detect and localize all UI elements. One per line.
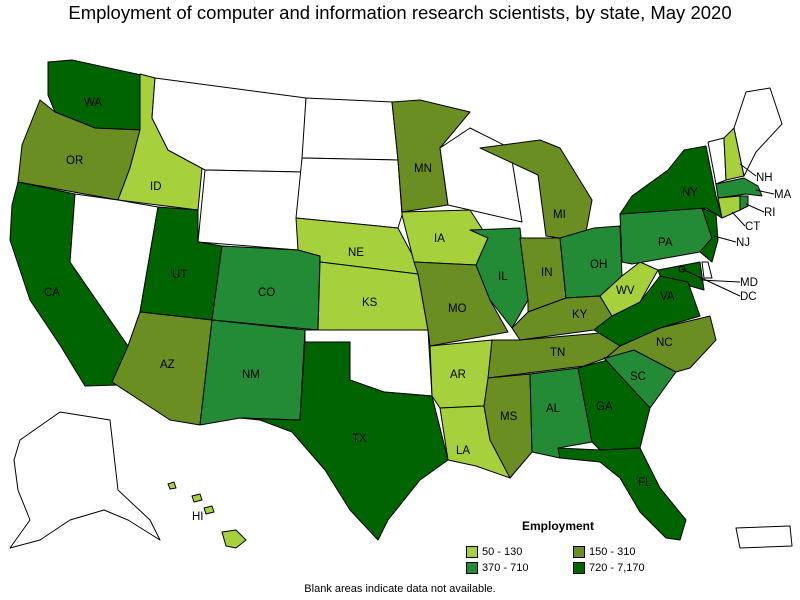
label-NM: NM <box>242 369 260 381</box>
leader-CT <box>731 211 746 227</box>
label-TN: TN <box>550 347 565 359</box>
legend-item-3: 370 - 710 <box>466 562 528 574</box>
label-AR: AR <box>450 369 466 381</box>
leader-RI <box>745 203 765 213</box>
legend-item-1: 50 - 130 <box>466 546 522 558</box>
label-VA: VA <box>660 291 675 303</box>
label-OR: OR <box>66 155 83 167</box>
label-KS: KS <box>362 297 378 309</box>
label-CT: CT <box>745 221 760 233</box>
label-TX: TX <box>352 433 367 445</box>
label-AL: AL <box>546 403 561 415</box>
label-NJ: NJ <box>736 237 750 249</box>
label-IA: IA <box>434 233 445 245</box>
state-TX[interactable] <box>239 341 449 541</box>
legend-label-4: 720 - 7,170 <box>589 562 645 574</box>
label-NH: NH <box>756 172 773 184</box>
state-RI[interactable] <box>739 195 749 211</box>
label-AZ: AZ <box>160 359 175 371</box>
state-IA[interactable] <box>401 209 489 266</box>
legend-swatch-3 <box>466 562 478 574</box>
leader-NJ <box>713 235 737 243</box>
label-NE: NE <box>348 247 364 259</box>
legend-item-2: 150 - 310 <box>573 546 635 558</box>
leader-MA <box>755 189 775 195</box>
legend-title: Employment <box>522 519 595 533</box>
label-OH: OH <box>590 259 607 271</box>
label-MA: MA <box>774 189 792 201</box>
label-CA: CA <box>44 287 60 299</box>
state-WI[interactable] <box>439 127 523 223</box>
label-NC: NC <box>656 337 673 349</box>
state-ME[interactable] <box>733 87 783 177</box>
label-MD: MD <box>740 277 758 289</box>
state-AK[interactable] <box>9 411 161 549</box>
state-PA[interactable] <box>619 207 713 265</box>
label-RI: RI <box>764 207 776 219</box>
label-DC: DC <box>740 291 757 303</box>
label-MN: MN <box>414 163 432 175</box>
label-FL: FL <box>638 477 652 489</box>
footnote: Blank areas indicate data not available. <box>304 583 496 595</box>
label-HI: HI <box>192 511 204 523</box>
state-labels: WA OR CA ID UT AZ CO NM NE KS TX MN IA M… <box>44 97 792 523</box>
legend-swatch-2 <box>573 546 585 558</box>
state-HI[interactable] <box>167 481 247 549</box>
map-title: Employment of computer and information r… <box>68 2 732 23</box>
legend-label-3: 370 - 710 <box>482 562 529 574</box>
legend-swatch-1 <box>466 546 478 558</box>
state-ND[interactable] <box>301 97 399 161</box>
state-DE[interactable] <box>701 261 713 279</box>
label-NY: NY <box>682 187 698 199</box>
state-CT[interactable] <box>717 195 741 219</box>
label-WV: WV <box>616 285 635 297</box>
label-PA: PA <box>658 237 673 249</box>
label-IN: IN <box>541 267 553 279</box>
legend-item-4: 720 - 7,170 <box>573 562 645 574</box>
label-GA: GA <box>596 401 613 413</box>
label-MI: MI <box>553 209 566 221</box>
state-NJ[interactable] <box>699 207 719 263</box>
legend-label-1: 50 - 130 <box>482 546 523 558</box>
state-FL[interactable] <box>557 447 687 541</box>
label-UT: UT <box>172 269 187 281</box>
legend-swatch-4 <box>573 562 585 574</box>
label-KY: KY <box>572 309 588 321</box>
state-WY[interactable] <box>197 169 303 251</box>
state-NY[interactable] <box>619 145 723 219</box>
label-WA: WA <box>84 97 102 109</box>
label-MS: MS <box>500 411 518 423</box>
label-SC: SC <box>630 371 646 383</box>
legend-label-2: 150 - 310 <box>589 546 636 558</box>
leader-NH <box>739 163 757 177</box>
label-MO: MO <box>448 303 467 315</box>
state-SD[interactable] <box>295 157 403 229</box>
state-PR[interactable] <box>735 525 793 549</box>
label-ID: ID <box>150 181 162 193</box>
label-leader-lines <box>681 163 775 297</box>
label-IL: IL <box>498 271 508 283</box>
state-MD[interactable] <box>657 261 705 291</box>
label-LA: LA <box>456 445 470 457</box>
label-CO: CO <box>258 287 275 299</box>
leader-DC <box>681 268 741 297</box>
